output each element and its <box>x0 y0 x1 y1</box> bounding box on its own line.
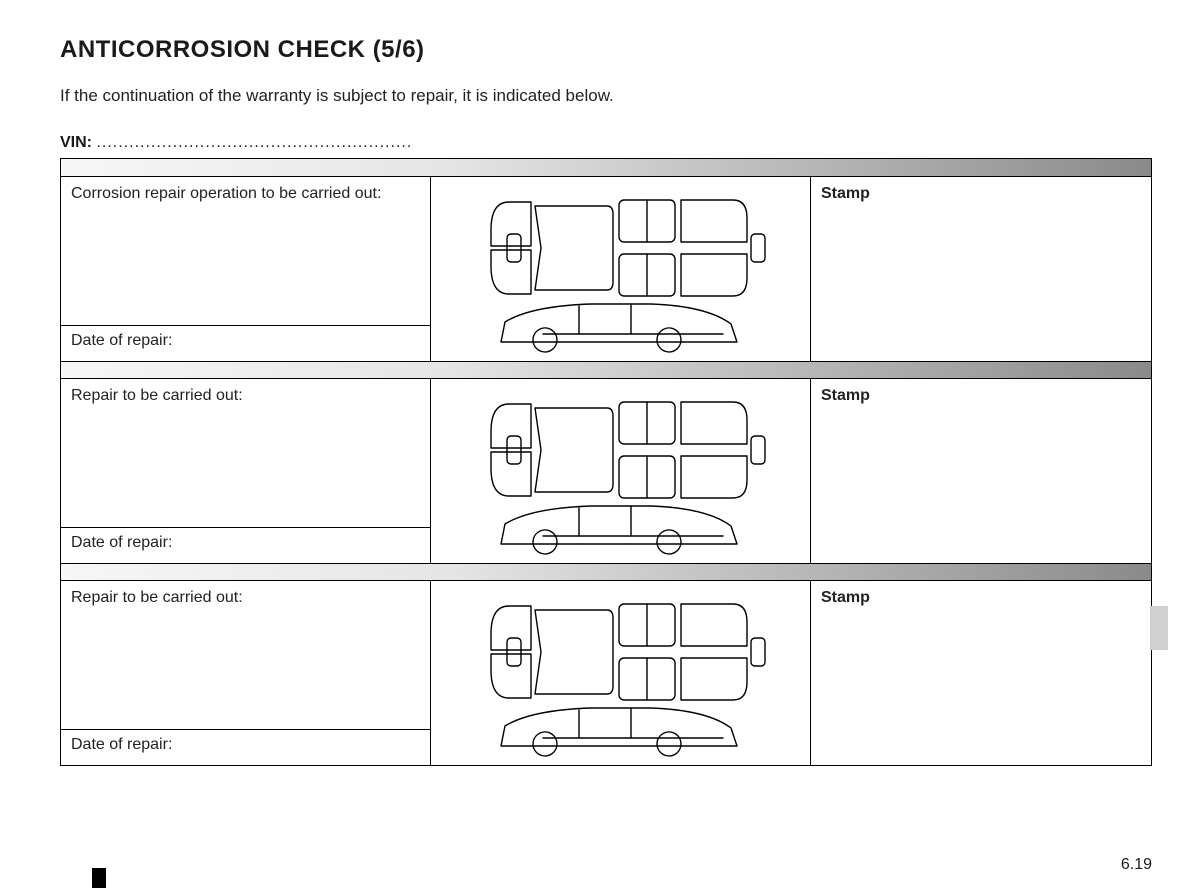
footer-mark <box>92 868 106 888</box>
vin-label: VIN: <box>60 134 92 151</box>
stamp-cell: Stamp <box>811 379 1151 563</box>
stamp-cell: Stamp <box>811 177 1151 361</box>
page-title: ANTICORROSION CHECK (5/6) <box>60 36 1152 64</box>
vin-fill-line: ........................................… <box>96 134 412 151</box>
date-label: Date of repair: <box>61 729 430 765</box>
stamp-label: Stamp <box>811 379 1151 563</box>
page-number: 6.19 <box>1121 856 1152 874</box>
title-page-indicator: (5/6) <box>373 36 425 63</box>
diagram-cell <box>431 581 811 765</box>
diagram-cell <box>431 379 811 563</box>
operation-cell: Repair to be carried out: Date of repair… <box>61 379 431 563</box>
record-row: Repair to be carried out: Date of repair… <box>61 581 1151 765</box>
stamp-cell: Stamp <box>811 581 1151 765</box>
operation-label: Repair to be carried out: <box>61 379 430 527</box>
records-table: Corrosion repair operation to be carried… <box>60 158 1152 766</box>
date-label: Date of repair: <box>61 325 430 361</box>
operation-cell: Corrosion repair operation to be carried… <box>61 177 431 361</box>
separator-bar <box>61 361 1151 379</box>
car-outline-icon <box>471 588 771 758</box>
stamp-label: Stamp <box>811 177 1151 361</box>
separator-bar <box>61 563 1151 581</box>
document-page: ANTICORROSION CHECK (5/6) If the continu… <box>0 0 1200 888</box>
operation-label: Repair to be carried out: <box>61 581 430 729</box>
operation-cell: Repair to be carried out: Date of repair… <box>61 581 431 765</box>
title-text: ANTICORROSION CHECK <box>60 36 366 63</box>
diagram-cell <box>431 177 811 361</box>
operation-label: Corrosion repair operation to be carried… <box>61 177 430 325</box>
car-outline-icon <box>471 386 771 556</box>
vin-row: VIN: ...................................… <box>60 134 1152 152</box>
intro-text: If the continuation of the warranty is s… <box>60 86 1152 106</box>
stamp-label: Stamp <box>811 581 1151 765</box>
separator-bar <box>61 159 1151 177</box>
date-label: Date of repair: <box>61 527 430 563</box>
side-tab <box>1150 606 1168 650</box>
record-row: Repair to be carried out: Date of repair… <box>61 379 1151 563</box>
car-outline-icon <box>471 184 771 354</box>
record-row: Corrosion repair operation to be carried… <box>61 177 1151 361</box>
